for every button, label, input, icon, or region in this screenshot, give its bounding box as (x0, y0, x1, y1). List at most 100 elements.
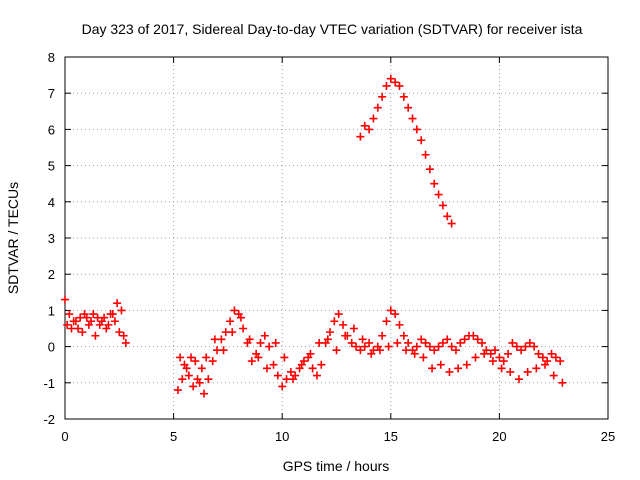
data-point (436, 360, 445, 369)
data-point (506, 367, 515, 376)
data-point (110, 317, 119, 326)
data-point (530, 342, 539, 351)
data-point (297, 360, 306, 369)
series-satellite-track-3 (173, 306, 565, 398)
data-point (525, 338, 534, 347)
data-point (417, 136, 426, 145)
data-point (347, 338, 356, 347)
data-point (91, 331, 100, 340)
data-point (71, 317, 80, 326)
data-point (325, 328, 334, 337)
x-axis-label: GPS time / hours (283, 458, 390, 474)
data-point (404, 103, 413, 112)
data-point (315, 338, 324, 347)
data-point (228, 328, 237, 337)
data-point (488, 357, 497, 366)
data-point (330, 317, 339, 326)
data-point (412, 125, 421, 134)
data-point (65, 310, 74, 319)
data-point (341, 331, 350, 340)
data-point (365, 125, 374, 134)
y-tick-label: 5 (48, 159, 55, 174)
x-tick-label: 5 (170, 429, 177, 444)
y-tick-label: 2 (48, 267, 55, 282)
data-point (419, 353, 428, 362)
data-point (269, 360, 278, 369)
data-point (386, 306, 395, 315)
data-point (438, 201, 447, 210)
x-tick-label: 25 (601, 429, 615, 444)
data-point (202, 353, 211, 362)
data-point (517, 346, 526, 355)
y-tick-label: 4 (48, 195, 55, 210)
data-point (102, 324, 111, 333)
x-tick-label: 0 (61, 429, 68, 444)
data-point (508, 338, 517, 347)
data-point (219, 346, 228, 355)
data-point (367, 349, 376, 358)
data-point (365, 338, 374, 347)
y-tick-label: 8 (48, 50, 55, 65)
data-point (547, 349, 556, 358)
data-point (558, 378, 567, 387)
y-tick-label: 3 (48, 231, 55, 246)
data-point (469, 331, 478, 340)
data-point (551, 353, 560, 362)
data-point (356, 346, 365, 355)
data-point (428, 364, 437, 373)
data-point (497, 364, 506, 373)
data-point (404, 338, 413, 347)
data-point (378, 92, 387, 101)
data-point (514, 375, 523, 384)
data-point (358, 335, 367, 344)
data-point (408, 114, 417, 123)
data-point (375, 346, 384, 355)
data-point (323, 335, 332, 344)
data-point (84, 320, 93, 329)
data-point (391, 78, 400, 87)
data-point (286, 367, 295, 376)
data-point (317, 360, 326, 369)
data-point (236, 313, 245, 322)
data-point (395, 81, 404, 90)
data-point (512, 342, 521, 351)
data-point (186, 353, 195, 362)
data-point (273, 371, 282, 380)
data-point (265, 342, 274, 351)
data-point (184, 371, 193, 380)
series-satellite-track-4 (176, 313, 567, 391)
grid-lines (65, 57, 608, 419)
data-point (356, 132, 365, 141)
data-point (521, 342, 530, 351)
data-point (121, 338, 130, 347)
data-point (176, 353, 185, 362)
data-point (443, 212, 452, 221)
data-point (421, 150, 430, 159)
data-point (260, 331, 269, 340)
data-point (549, 371, 558, 380)
data-point (478, 338, 487, 347)
data-point (312, 371, 321, 380)
y-tick-label: 0 (48, 340, 55, 355)
chart-title: Day 323 of 2017, Sidereal Day-to-day VTE… (82, 21, 583, 37)
data-point (115, 328, 124, 337)
data-point (460, 335, 469, 344)
axis-ticks (64, 56, 609, 420)
data-point (412, 342, 421, 351)
data-point (473, 335, 482, 344)
data-point (425, 165, 434, 174)
y-axis-label: SDTVAR / TECUs (5, 182, 21, 294)
data-point (360, 342, 369, 351)
series-satellite-track-2 (63, 310, 128, 340)
data-point (430, 179, 439, 188)
data-point (471, 353, 480, 362)
data-point (373, 103, 382, 112)
data-point (399, 331, 408, 340)
data-point (173, 386, 182, 395)
data-point (178, 375, 187, 384)
data-point (393, 338, 402, 347)
tick-labels: 0 5 10 15 20 25 -2 -1 0 1 2 3 4 5 6 7 8 (43, 50, 615, 444)
data-point (226, 317, 235, 326)
data-point (97, 317, 106, 326)
y-tick-label: 1 (48, 303, 55, 318)
